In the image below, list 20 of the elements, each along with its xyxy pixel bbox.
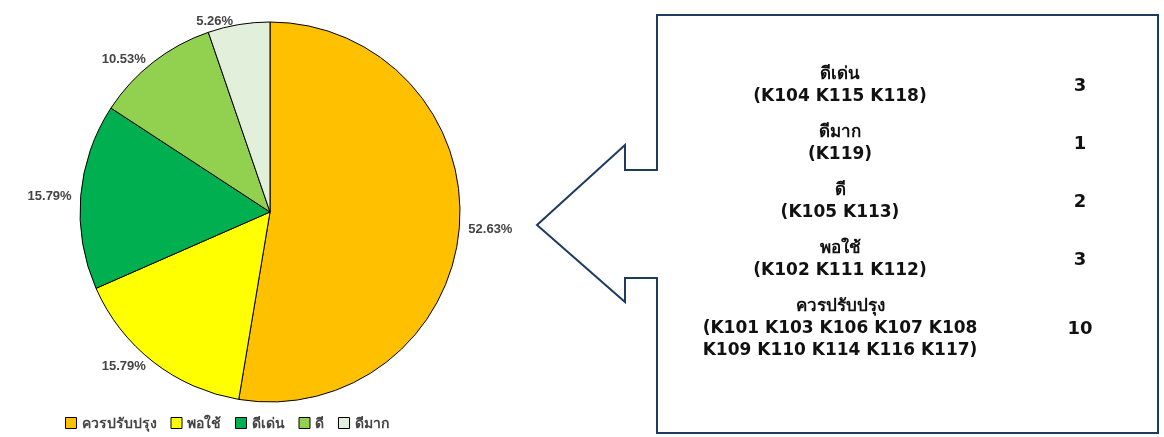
data-label: 15.79% xyxy=(101,357,147,373)
data-label: 5.26% xyxy=(196,13,234,29)
text: 10 xyxy=(1066,316,1094,338)
legend-label: ควรปรับปรุง xyxy=(81,415,157,432)
text: พอใช้ (K102 K111 K112) xyxy=(752,236,928,280)
text: ควรปรับปรุง (K101 K103 K106 K107 K108 K109 K110 K114 K116 K117) xyxy=(701,294,979,360)
legend-label: พอใช้ xyxy=(187,414,221,431)
data-label: 52.63% xyxy=(468,220,513,236)
text: ดีมาก (K119) xyxy=(806,120,874,164)
data-label: 10.53% xyxy=(101,51,147,67)
legend-label: ดีเด่น xyxy=(251,415,285,431)
data-label: 15.79% xyxy=(27,188,73,204)
text: ดี (K105 K113) xyxy=(779,178,901,222)
text: 1 xyxy=(1072,131,1088,153)
text: 2 xyxy=(1072,189,1088,211)
text: 3 xyxy=(1072,247,1088,269)
text: ดีเด่น (K104 K115 K118) xyxy=(752,62,928,106)
text: 3 xyxy=(1072,73,1088,95)
legend-label: ดี xyxy=(315,415,324,431)
legend-label: ดีมาก xyxy=(354,415,389,431)
